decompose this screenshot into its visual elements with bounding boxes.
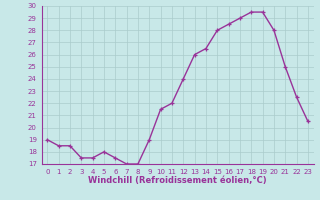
X-axis label: Windchill (Refroidissement éolien,°C): Windchill (Refroidissement éolien,°C) <box>88 176 267 185</box>
